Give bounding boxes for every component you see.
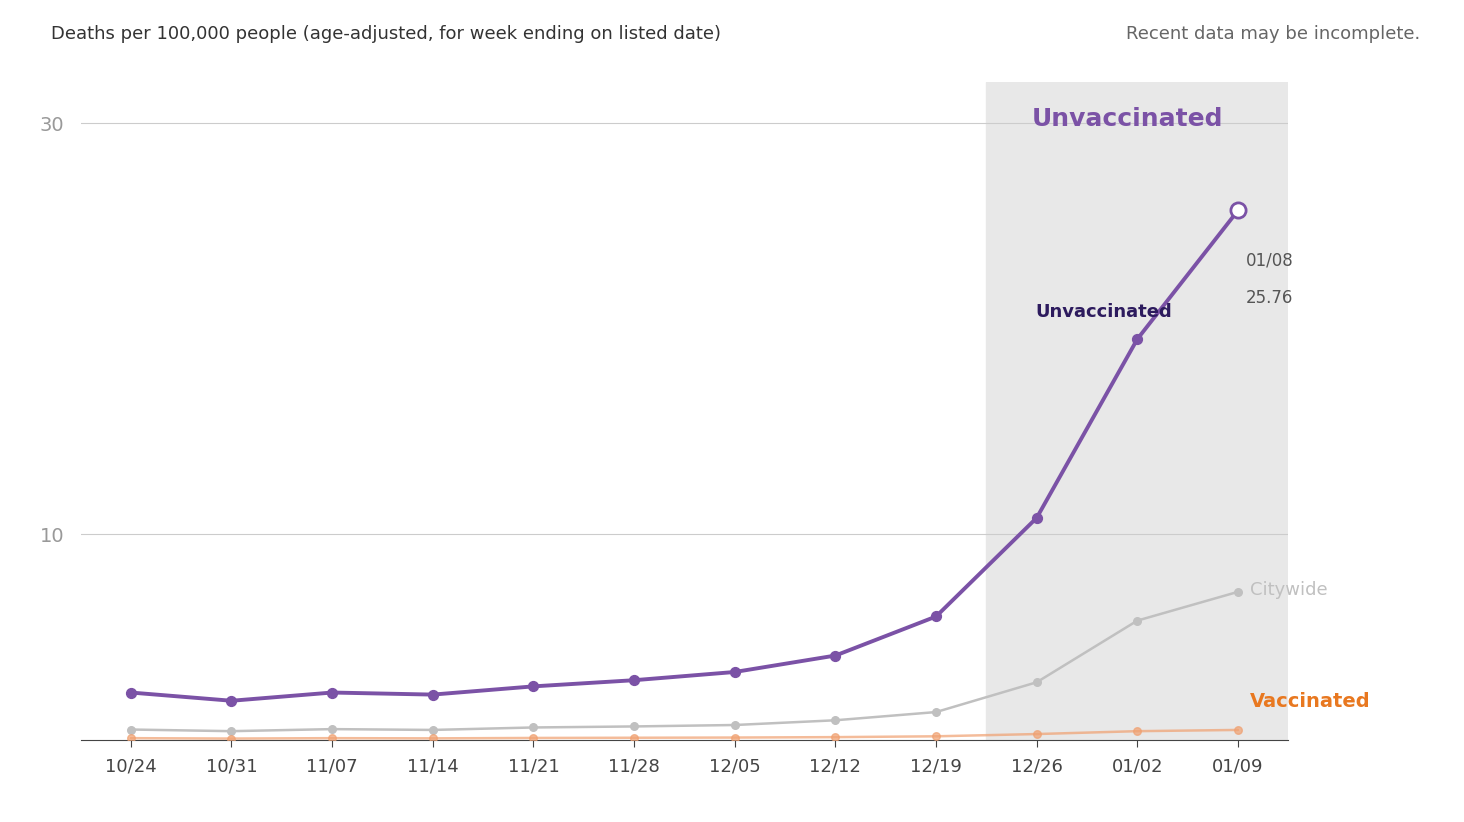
- Point: [521, 732, 545, 745]
- Point: [1025, 727, 1048, 741]
- Point: [321, 732, 344, 745]
- Point: [1025, 511, 1048, 524]
- Point: [119, 732, 142, 745]
- Point: [1227, 204, 1250, 217]
- Point: [422, 732, 445, 745]
- Point: [723, 666, 747, 679]
- Point: [924, 705, 947, 718]
- Text: 25.76: 25.76: [1246, 289, 1293, 307]
- Point: [1126, 332, 1149, 345]
- Point: [824, 649, 848, 663]
- Text: Recent data may be incomplete.: Recent data may be incomplete.: [1126, 25, 1420, 43]
- Point: [723, 731, 747, 744]
- Point: [521, 721, 545, 734]
- Text: Vaccinated: Vaccinated: [1250, 692, 1370, 712]
- Text: Deaths per 100,000 people (age-adjusted, for week ending on listed date): Deaths per 100,000 people (age-adjusted,…: [51, 25, 722, 43]
- Point: [220, 732, 243, 746]
- Point: [1025, 676, 1048, 689]
- Text: 01/08: 01/08: [1246, 252, 1294, 270]
- Point: [1227, 723, 1250, 737]
- Point: [220, 694, 243, 707]
- Point: [521, 680, 545, 693]
- Text: Unvaccinated: Unvaccinated: [1032, 107, 1222, 131]
- Point: [824, 731, 848, 744]
- Point: [422, 723, 445, 737]
- Point: [924, 730, 947, 743]
- Point: [622, 732, 646, 745]
- Text: Unvaccinated: Unvaccinated: [1037, 302, 1173, 321]
- Point: [723, 718, 747, 732]
- Point: [119, 723, 142, 737]
- Point: [1126, 614, 1149, 627]
- Point: [1227, 585, 1250, 598]
- Point: [220, 725, 243, 738]
- Point: [119, 686, 142, 699]
- Text: Citywide: Citywide: [1250, 581, 1328, 598]
- Point: [824, 713, 848, 727]
- Point: [924, 610, 947, 623]
- Point: [321, 723, 344, 736]
- Point: [622, 720, 646, 733]
- Point: [422, 688, 445, 701]
- Bar: [987, 82, 1288, 740]
- Point: [321, 686, 344, 699]
- Point: [1126, 725, 1149, 738]
- Point: [622, 674, 646, 687]
